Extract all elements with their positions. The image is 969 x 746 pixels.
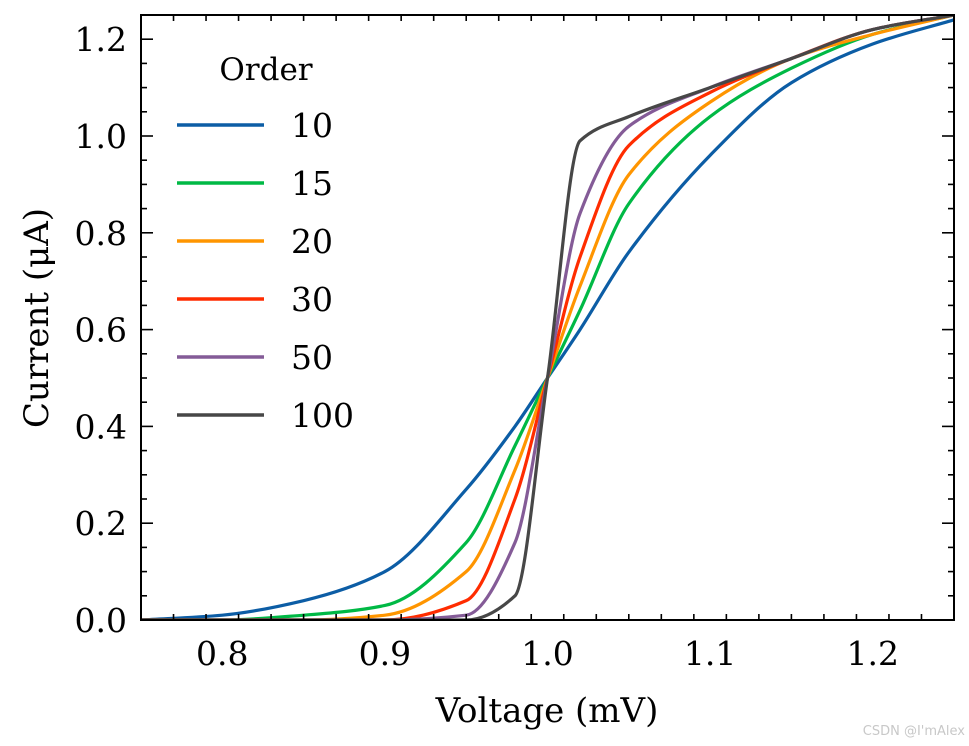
x-tick-label: 0.8 — [196, 634, 248, 673]
y-tick-label: 0.2 — [75, 504, 127, 543]
legend-item: 15 — [177, 164, 333, 203]
legend-label: 100 — [291, 396, 354, 435]
x-tick-labels: 0.8 0.9 1.0 1.1 1.2 — [196, 634, 899, 673]
legend-label: 30 — [291, 280, 333, 319]
watermark: CSDN @I'mAlex — [863, 724, 966, 739]
axis-ticks — [141, 15, 954, 620]
y-tick-label: 0.6 — [75, 311, 127, 350]
plot-frame — [140, 14, 955, 621]
legend-item: 10 — [177, 106, 333, 145]
legend-label: 10 — [291, 106, 333, 145]
series-line-15 — [141, 15, 954, 620]
legend-item: 100 — [177, 396, 354, 435]
y-tick-labels: 0.0 0.2 0.4 0.6 0.8 1.0 1.2 — [75, 20, 127, 640]
legend-label: 50 — [291, 338, 333, 377]
x-axis-label: Voltage (mV) — [435, 691, 659, 731]
legend-items: 10 15 20 30 50 100 — [177, 106, 354, 435]
legend-item: 20 — [177, 222, 333, 261]
y-tick-label: 1.2 — [75, 20, 127, 59]
legend-item: 30 — [177, 280, 333, 319]
x-tick-label: 1.1 — [684, 634, 736, 673]
series-line-20 — [141, 15, 954, 620]
legend-label: 20 — [291, 222, 333, 261]
x-tick-label: 0.9 — [359, 634, 411, 673]
y-tick-label: 0.4 — [75, 407, 127, 446]
x-tick-label: 1.2 — [846, 634, 898, 673]
legend: Order 10 15 20 30 50 100 — [177, 52, 354, 435]
series-line-10 — [141, 18, 954, 620]
y-tick-label: 0.0 — [75, 601, 127, 640]
y-tick-label: 1.0 — [75, 117, 127, 156]
series-curves — [141, 15, 954, 620]
x-tick-label: 1.0 — [521, 634, 573, 673]
series-line-50 — [141, 15, 954, 620]
legend-label: 15 — [291, 164, 333, 203]
y-axis-label: Current (μA) — [17, 208, 57, 428]
y-tick-label: 0.8 — [75, 214, 127, 253]
legend-title: Order — [219, 52, 312, 88]
legend-item: 50 — [177, 338, 333, 377]
series-line-30 — [141, 15, 954, 620]
series-line-100 — [141, 15, 954, 620]
